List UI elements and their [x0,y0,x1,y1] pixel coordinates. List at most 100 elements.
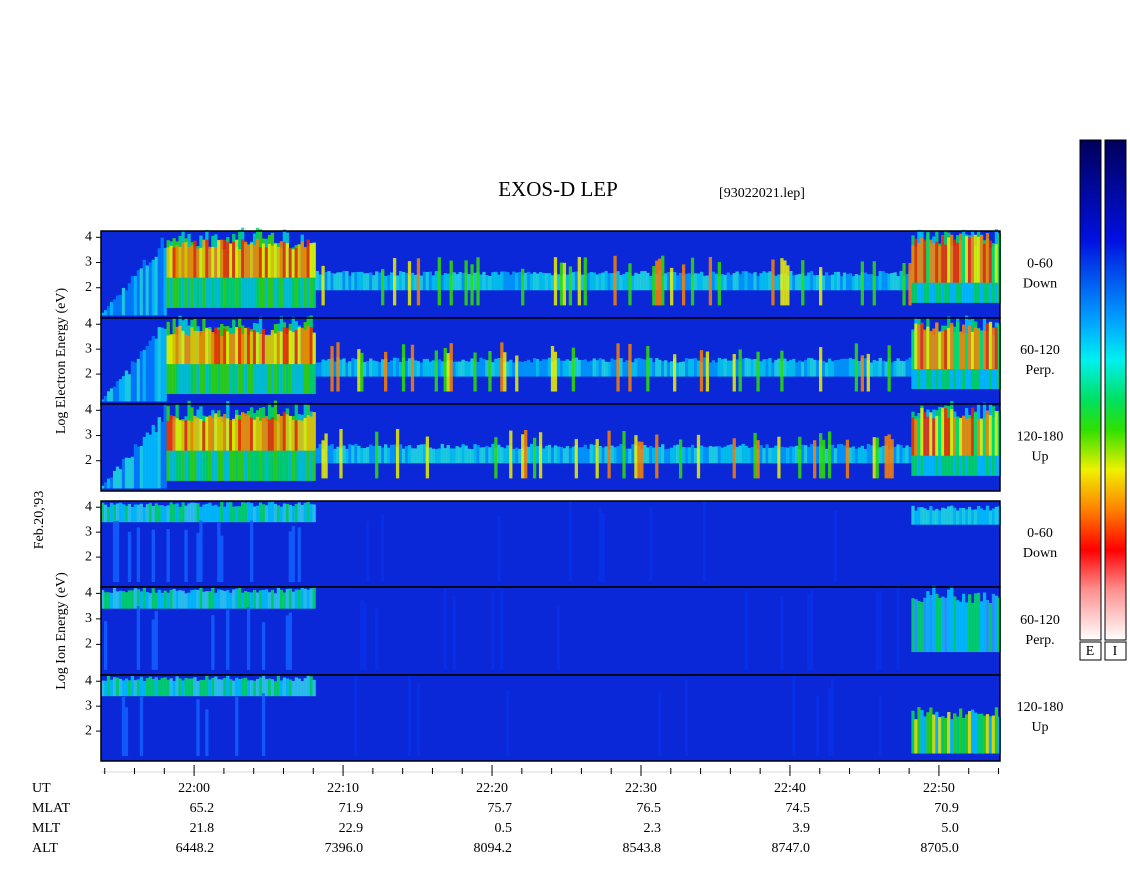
spectrogram-texture [407,445,412,464]
spectrogram-texture [482,271,486,291]
spectrogram-texture [255,505,260,523]
spectrogram-texture [103,310,108,316]
spectrogram-texture [756,276,760,291]
spectrogram-texture [208,679,212,697]
spectrogram-texture [226,609,230,670]
spectrogram-texture [452,361,456,377]
spectrogram-texture [163,590,167,609]
spectrogram-texture [139,268,144,316]
spectrogram-texture [964,602,969,653]
spectrogram-texture [217,239,221,278]
spectrogram-texture [914,719,918,754]
spectrogram-texture [589,444,593,464]
spectrogram-texture [121,504,126,523]
spectrogram-texture [929,412,933,456]
spectrogram-texture [863,449,867,464]
spectrogram-texture [336,342,340,392]
spectrogram-texture [384,276,388,291]
spectrogram-texture [139,676,144,697]
spectrogram-texture [964,236,969,283]
spectrogram-texture [473,444,477,464]
spectrogram-texture [673,354,677,392]
spectrogram-texture [267,243,272,278]
spectrogram-texture [726,445,730,464]
spectrogram-texture [810,271,814,291]
spectrogram-texture [982,243,987,283]
spectrogram-texture [833,360,838,377]
spectrogram-texture [929,239,933,283]
spectrogram-texture [348,361,352,377]
spectrogram-texture [953,416,957,456]
spectrogram-texture [634,435,638,479]
spectrogram-texture [717,262,721,306]
spectrogram-texture [214,676,218,697]
spectrogram-texture [118,294,123,316]
spectrogram-texture [544,359,549,377]
spectrogram-texture [813,359,817,377]
spectrogram-texture [705,275,710,291]
spectrogram-texture [914,238,918,283]
spectrogram-texture [944,717,948,754]
spectrogram-texture [220,679,224,697]
spectrogram-texture [959,601,963,653]
spectrogram-texture [950,719,954,754]
spectrogram-texture [744,445,748,464]
spectrogram-texture [398,444,403,464]
spectrogram-texture [982,592,987,653]
spectrogram-texture [905,359,909,377]
spectrogram-texture [357,271,361,291]
spectrogram-texture [121,680,126,697]
spectrogram-texture [509,274,513,291]
spectrogram-texture [652,361,656,377]
spectrogram-texture [592,272,596,291]
spectrogram-texture [804,275,808,291]
spectrogram-texture [857,361,862,377]
spectrogram-texture [336,272,340,291]
spectrogram-texture [360,271,364,291]
spectrogram-texture [574,438,578,479]
spectrogram-texture [866,443,870,464]
spectrogram-texture [994,595,999,653]
spectrogram-texture [464,445,468,464]
spectrogram-texture [833,448,838,464]
spectrogram-texture [774,275,778,291]
spectrogram-texture [339,428,343,479]
spectrogram-texture [854,274,859,291]
spectrogram-texture [473,352,477,392]
spectrogram-texture [244,590,248,609]
y-tick-label: 4 [85,673,92,688]
spectrogram-texture [836,444,841,464]
spectrogram-texture [780,446,784,464]
spectrogram-texture [187,503,191,523]
spectrogram-texture [875,276,879,291]
spectrogram-texture [967,236,972,283]
spectrogram-texture [807,272,811,291]
spectrogram-texture [199,331,203,365]
spectrogram-texture [142,259,146,316]
spectrogram-texture [276,675,281,697]
spectrogram-texture [434,350,438,392]
spectrogram-texture [854,448,859,464]
spectrogram-texture [235,588,239,609]
spectrogram-texture [246,334,251,395]
spectrogram-texture [577,256,581,306]
spectrogram-texture [953,596,957,653]
file-name: [93022021.lep] [719,186,805,201]
spectrogram-texture [452,272,456,291]
spectrogram-texture [771,362,775,377]
spectrogram-texture [169,334,173,365]
spectrogram-texture [801,361,805,377]
spectrogram-texture [428,271,433,291]
spectrogram-texture [962,717,966,754]
spectrogram-texture [515,447,519,464]
spectrogram-texture [157,505,161,523]
spectrogram-texture [199,247,203,278]
spectrogram-texture [518,448,522,464]
spectrogram-texture [145,592,149,609]
spectrogram-texture [327,445,331,464]
spectrogram-texture [133,362,138,402]
spectrogram-texture [628,263,632,306]
spectrogram-texture [124,505,129,523]
spectrogram-texture [300,327,304,365]
spectrogram-texture [670,447,674,464]
